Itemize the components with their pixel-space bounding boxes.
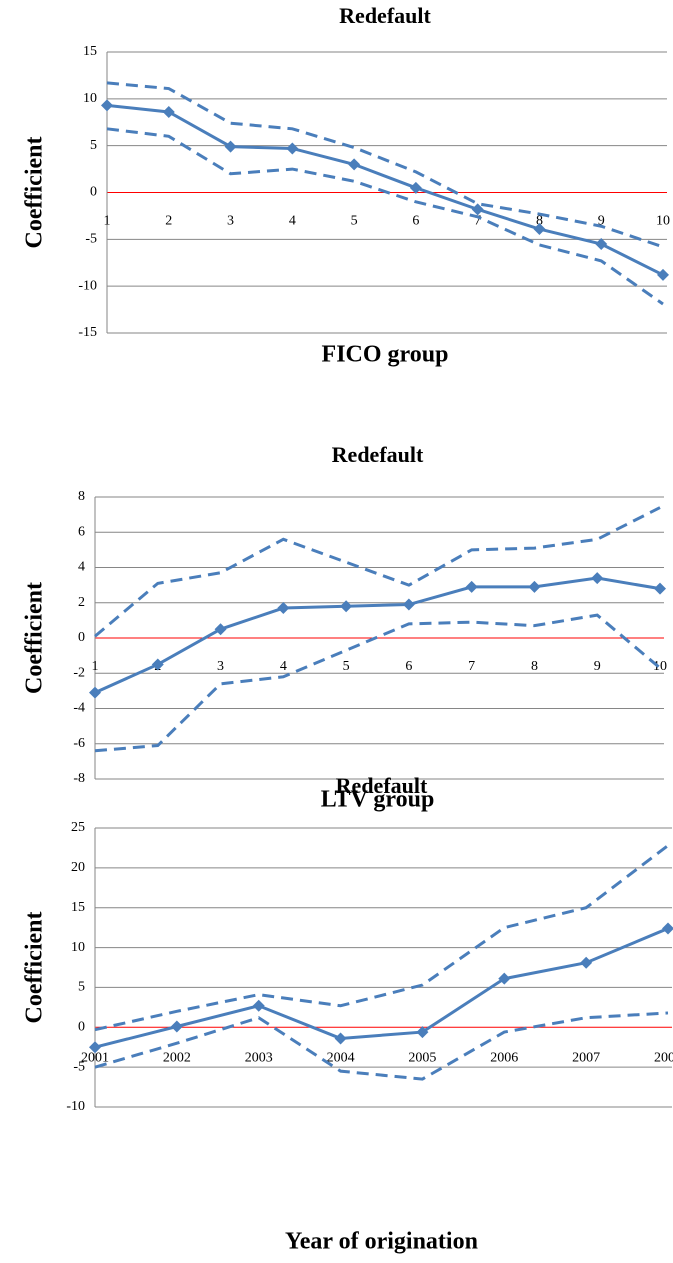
- y-tick-label: 0: [78, 1020, 85, 1035]
- x-tick-label: 4: [289, 214, 296, 229]
- x-axis-title: FICO group: [322, 342, 449, 368]
- point: [224, 140, 237, 153]
- x-tick-label: 8: [531, 659, 538, 674]
- x-tick-label: 5: [351, 214, 358, 229]
- y-tick-label: 5: [90, 138, 97, 153]
- point: [252, 999, 265, 1012]
- point: [89, 686, 101, 699]
- y-tick-label: 5: [78, 980, 85, 995]
- y-tick-label: 20: [71, 860, 85, 875]
- y-tick-label: -2: [73, 665, 85, 680]
- point: [662, 922, 673, 935]
- point: [416, 1026, 429, 1039]
- point: [471, 203, 484, 216]
- x-tick-label: 2001: [81, 1051, 109, 1066]
- y-tick-label: 2: [78, 595, 85, 610]
- y-axis-title: Coefficient: [22, 582, 48, 694]
- point: [591, 572, 604, 585]
- point: [528, 580, 541, 593]
- x-tick-label: 2: [165, 214, 172, 229]
- point: [170, 1020, 183, 1033]
- chart-title: Redefault: [336, 773, 428, 798]
- x-tick-label: 2002: [163, 1051, 191, 1066]
- y-tick-label: 4: [78, 560, 85, 575]
- point: [348, 158, 361, 171]
- x-tick-label: 1: [92, 659, 99, 674]
- series-line: [94, 613, 661, 753]
- series-line: [94, 576, 661, 695]
- point: [465, 580, 478, 593]
- point: [162, 105, 175, 118]
- point: [657, 268, 669, 281]
- point: [498, 972, 511, 985]
- x-tick-label: 7: [468, 659, 475, 674]
- point: [409, 181, 422, 194]
- y-tick-label: 6: [78, 524, 85, 539]
- x-tick-label: 10: [653, 659, 667, 674]
- x-tick-label: 4: [280, 659, 287, 674]
- point: [654, 582, 666, 595]
- y-tick-label: 0: [90, 185, 97, 200]
- point: [402, 598, 415, 611]
- x-tick-label: 1: [104, 214, 111, 229]
- y-tick-label: -15: [78, 325, 97, 340]
- x-tick-label: 3: [217, 659, 224, 674]
- series-line: [106, 127, 664, 306]
- series-line: [94, 927, 669, 1049]
- point: [595, 238, 608, 251]
- point: [334, 1032, 347, 1045]
- x-tick-label: 9: [594, 659, 601, 674]
- point: [89, 1041, 101, 1054]
- x-axis-title: LTV group: [321, 787, 435, 813]
- x-tick-label: 7: [474, 214, 481, 229]
- point: [340, 600, 353, 613]
- y-axis-title: Coefficient: [22, 137, 48, 249]
- series-line: [94, 1011, 669, 1081]
- x-tick-label: 2003: [245, 1051, 273, 1066]
- y-axis-title: Coefficient: [22, 912, 48, 1024]
- point: [214, 623, 227, 636]
- y-tick-label: -10: [78, 278, 97, 293]
- series-line: [94, 506, 661, 638]
- x-tick-label: 2006: [490, 1051, 518, 1066]
- y-tick-label: -6: [73, 736, 85, 751]
- series-line: [106, 103, 664, 277]
- x-tick-label: 2004: [327, 1051, 355, 1066]
- point: [580, 956, 593, 969]
- x-tick-label: 6: [412, 214, 419, 229]
- point: [277, 602, 290, 615]
- x-tick-label: 9: [598, 214, 605, 229]
- chart-title: Redefault: [332, 442, 424, 467]
- y-tick-label: 0: [78, 630, 85, 645]
- x-tick-label: 8: [536, 214, 543, 229]
- y-tick-label: -8: [73, 771, 85, 786]
- point: [151, 658, 164, 671]
- y-tick-label: -4: [73, 701, 85, 716]
- x-tick-label: 10: [656, 214, 670, 229]
- x-tick-label: 2008: [654, 1051, 673, 1066]
- y-tick-label: -5: [73, 1059, 85, 1074]
- y-tick-label: -5: [85, 232, 97, 247]
- y-tick-label: 15: [83, 44, 97, 59]
- chart-title: Redefault: [339, 3, 431, 28]
- y-tick-label: 25: [71, 820, 85, 835]
- x-tick-label: 2005: [408, 1051, 436, 1066]
- point: [533, 223, 546, 236]
- x-tick-label: 6: [405, 659, 412, 674]
- y-tick-label: 8: [78, 489, 85, 504]
- x-tick-label: 5: [343, 659, 350, 674]
- series-line: [94, 844, 669, 1032]
- point: [101, 99, 113, 112]
- x-tick-label: 3: [227, 214, 234, 229]
- y-tick-label: 10: [71, 940, 85, 955]
- y-tick-label: 10: [83, 91, 97, 106]
- x-tick-label: 2007: [572, 1051, 600, 1066]
- y-tick-label: 15: [71, 900, 85, 915]
- point: [286, 142, 299, 155]
- y-tick-label: -10: [66, 1099, 85, 1114]
- x-axis-title: Year of origination: [285, 1229, 478, 1255]
- series-line: [106, 81, 664, 249]
